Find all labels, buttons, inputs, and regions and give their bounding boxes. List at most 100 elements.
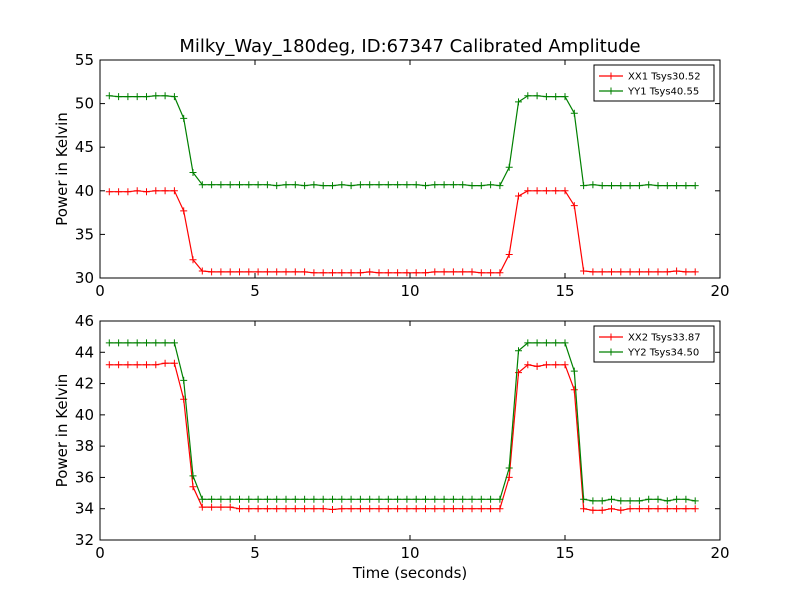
data-point	[542, 93, 550, 101]
data-point	[673, 182, 681, 190]
data-point	[635, 497, 643, 505]
data-point	[189, 483, 197, 491]
legend-marker	[607, 72, 615, 80]
data-point	[375, 495, 383, 503]
data-point	[263, 505, 271, 513]
data-point	[617, 268, 625, 276]
data-point	[459, 495, 467, 503]
data-point	[217, 503, 225, 511]
data-point	[291, 495, 299, 503]
data-point	[617, 182, 625, 190]
data-point	[477, 269, 485, 277]
data-point	[273, 505, 281, 513]
data-point	[394, 495, 402, 503]
data-point	[403, 495, 411, 503]
data-point	[115, 93, 123, 101]
data-point	[161, 359, 169, 367]
data-point	[487, 495, 495, 503]
data-point	[617, 506, 625, 514]
data-point	[236, 268, 243, 276]
data-point	[589, 506, 597, 514]
data-point	[431, 181, 439, 189]
data-point	[459, 181, 467, 189]
data-point	[533, 92, 541, 100]
data-point	[217, 181, 225, 189]
y-tick-label: 38	[75, 437, 94, 455]
data-point	[552, 187, 560, 195]
data-point	[524, 361, 532, 369]
data-point	[635, 505, 643, 513]
y-axis-label: Power in Kelvin	[53, 374, 71, 488]
data-point	[580, 505, 588, 513]
data-point	[561, 93, 569, 101]
data-point	[319, 269, 327, 277]
data-point	[273, 268, 281, 276]
data-point	[598, 497, 606, 505]
data-point	[254, 495, 262, 503]
data-point	[468, 182, 476, 190]
data-point	[524, 92, 532, 100]
data-point	[356, 495, 364, 503]
data-point	[236, 505, 243, 513]
data-point	[329, 182, 336, 190]
data-point	[226, 495, 234, 503]
data-point	[561, 187, 569, 195]
data-point	[589, 497, 597, 505]
data-point	[440, 181, 448, 189]
data-point	[375, 181, 383, 189]
data-point	[384, 505, 392, 513]
data-point	[570, 109, 578, 117]
data-point	[366, 505, 374, 513]
legend-label: XX2 Tsys33.87	[628, 333, 701, 344]
data-point	[198, 495, 206, 503]
data-point	[626, 497, 634, 505]
x-tick-label: 20	[710, 282, 729, 300]
data-point	[598, 268, 606, 276]
data-point	[170, 93, 178, 101]
y-tick-label: 55	[75, 51, 94, 69]
data-point	[347, 182, 355, 190]
data-point	[654, 505, 662, 513]
data-point	[673, 495, 681, 503]
data-point	[412, 181, 420, 189]
data-point	[431, 505, 439, 513]
legend-marker	[607, 87, 615, 95]
data-point	[477, 505, 485, 513]
data-point	[208, 181, 216, 189]
legend: XX2 Tsys33.87 YY2 Tsys34.50	[593, 325, 715, 363]
data-point	[468, 505, 476, 513]
data-point	[245, 181, 253, 189]
data-point	[338, 495, 346, 503]
data-point	[422, 269, 429, 277]
data-point	[487, 269, 495, 277]
data-point	[515, 347, 522, 355]
data-point	[124, 188, 132, 196]
data-point	[189, 472, 197, 480]
legend-marker	[607, 348, 615, 356]
data-point	[375, 269, 383, 277]
data-point	[626, 505, 634, 513]
data-point	[124, 361, 132, 369]
data-point	[338, 181, 346, 189]
data-point	[561, 361, 569, 369]
data-point	[133, 93, 141, 101]
data-point	[542, 361, 550, 369]
data-point	[608, 268, 615, 276]
y-tick-label: 44	[75, 343, 94, 361]
data-point	[533, 362, 541, 370]
data-point	[608, 505, 615, 513]
data-point	[468, 495, 476, 503]
data-point	[366, 268, 374, 276]
data-point	[208, 268, 216, 276]
data-point	[608, 495, 615, 503]
data-point	[589, 268, 597, 276]
x-tick-label: 0	[95, 544, 105, 562]
data-point	[301, 182, 309, 190]
data-point	[496, 269, 504, 277]
data-point	[645, 181, 653, 189]
data-point	[691, 182, 699, 190]
data-point	[663, 182, 671, 190]
data-point	[263, 181, 271, 189]
data-point	[338, 269, 346, 277]
legend-label: XX1 Tsys30.52	[628, 72, 701, 83]
